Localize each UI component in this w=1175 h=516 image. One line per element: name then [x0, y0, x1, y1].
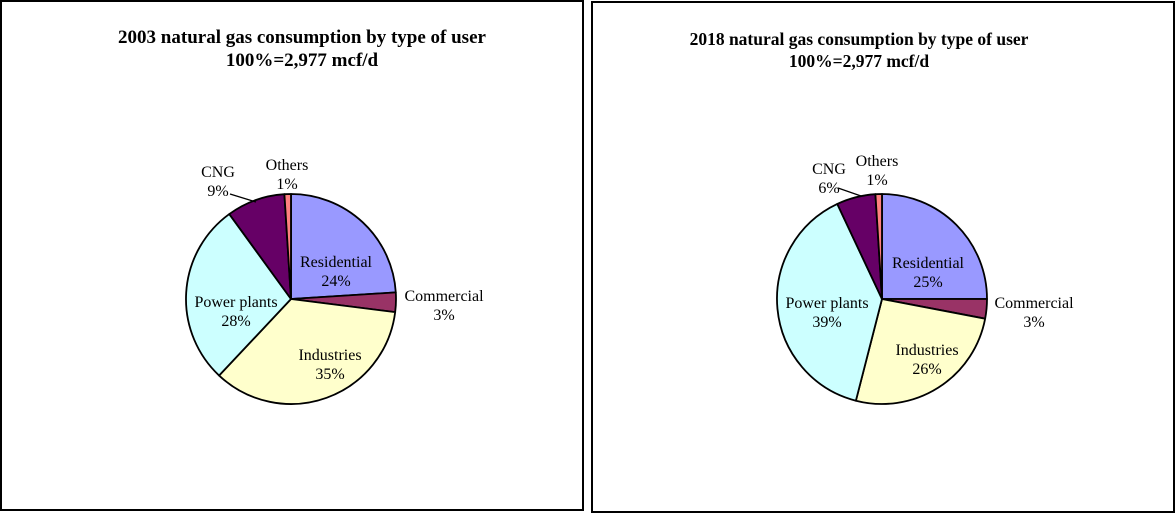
chart-title-line2-2018: 100%=2,977 mcf/d	[788, 51, 930, 71]
chart-panel-2018: 2018 natural gas consumption by type of …	[591, 1, 1175, 513]
pie-chart-2018: Residential 25% Commercial 3% Industries 26% P…	[776, 153, 1074, 405]
leader-line-cng	[229, 193, 257, 203]
pie-slice-others	[874, 193, 883, 300]
chart-title-line1-2003: 2003 natural gas consumption by type of …	[118, 27, 486, 48]
pie-slice-power-plants	[185, 213, 292, 377]
chart-title-line1-2018: 2018 natural gas consumption by type of …	[689, 29, 1029, 49]
slice-label-others: Others 1%	[266, 157, 309, 193]
pie-slice-residential	[881, 193, 988, 300]
slice-label-commercial: Commercial 3%	[404, 288, 484, 324]
pie-slice-industries	[218, 298, 397, 405]
slice-label-cng: CNG 6%	[812, 161, 846, 197]
pie-slice-industries	[854, 298, 987, 405]
slice-label-power-plants: Power plants 39%	[785, 295, 868, 331]
chart-panel-2003: 2003 natural gas consumption by type of …	[0, 0, 584, 511]
pie-slice-others	[283, 193, 292, 300]
slice-label-residential: Residential 24%	[300, 254, 373, 290]
slice-label-residential: Residential 25%	[892, 255, 965, 291]
leader-line-cng	[837, 187, 862, 197]
chart-title-line2-2003: 100%=2,977 mcf/d	[225, 50, 379, 71]
slice-label-power-plants: Power plants 28%	[194, 294, 277, 330]
slice-label-industries: Industries 26%	[895, 342, 958, 378]
slice-label-commercial: Commercial 3%	[994, 295, 1074, 331]
pie-chart-2003: Residential 24% Commercial 3% Industries 35% P…	[185, 157, 484, 405]
slice-label-others: Others 1%	[856, 153, 899, 189]
slice-label-industries: Industries 35%	[298, 347, 361, 383]
chart-title-2018: 2018 natural gas consumption by type of …	[690, 28, 1029, 72]
chart-title-2003: 2003 natural gas consumption by type of …	[118, 26, 486, 72]
pie-slice-residential	[290, 193, 397, 300]
slice-label-cng: CNG 9%	[201, 164, 235, 200]
pie-slice-power-plants	[776, 203, 883, 402]
